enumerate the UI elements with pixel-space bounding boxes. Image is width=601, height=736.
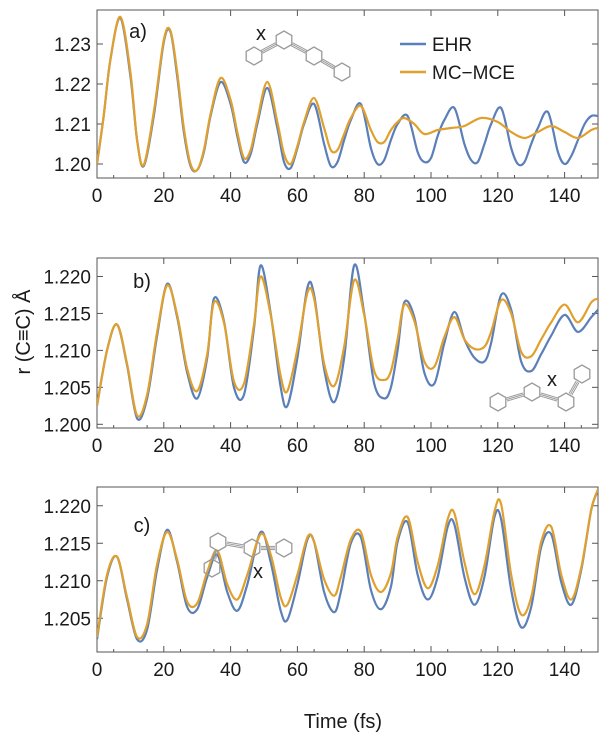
phenyl-ring-3 (573, 364, 591, 384)
y-tick-label: 1.22 (54, 75, 91, 96)
series-group (97, 263, 598, 421)
y-tick-label: 1.215 (43, 534, 91, 555)
x-tick-label: 0 (92, 186, 103, 207)
x-tick-label: 60 (287, 660, 308, 681)
chart-panel-2: 0 20 40 60 80 100 120 140 1.200 1.205 1.210 1.215 1.… (43, 257, 599, 457)
phenyl-ring-1 (209, 532, 227, 552)
triple-bond-1 (292, 42, 308, 51)
triple-bond-2 (322, 58, 336, 67)
triple-bond-2 (321, 60, 335, 68)
triple-bond-1 (540, 394, 558, 400)
series-line-mc-mce (97, 275, 598, 418)
triple-bond-0 (211, 550, 215, 559)
legend: EHR MC−MCE (400, 35, 515, 84)
x-tick-label: 120 (482, 186, 514, 207)
series-group (97, 15, 598, 173)
triple-bond-0 (262, 45, 278, 54)
x-tick-label: 140 (549, 186, 581, 207)
x-tick-label: 20 (153, 660, 174, 681)
x-tick-label: 20 (153, 436, 174, 457)
y-tick-label: 1.210 (43, 341, 91, 362)
phenyl-ring-3 (275, 538, 293, 558)
panel-label: a) (129, 21, 147, 43)
x-tick-label: 40 (220, 186, 241, 207)
bond-marker: x (256, 23, 266, 45)
triple-bond-1 (540, 395, 558, 402)
legend-label: MC−MCE (432, 63, 515, 84)
phenyl-ring-2 (243, 538, 261, 558)
triple-bond-0 (261, 43, 277, 53)
y-tick-label: 1.20 (54, 155, 91, 176)
panel-label: b) (133, 271, 151, 293)
y-tick-label: 1.23 (54, 35, 91, 56)
x-tick-label: 100 (415, 660, 447, 681)
x-tick-label: 120 (482, 660, 514, 681)
x-tick-label: 60 (287, 186, 308, 207)
y-tick-label: 1.210 (43, 572, 91, 593)
triple-bond-0 (215, 551, 219, 560)
x-tick-label: 100 (415, 186, 447, 207)
y-tick-label: 1.205 (43, 378, 91, 399)
triple-bond-2 (568, 380, 577, 394)
phenyl-ring-0 (203, 558, 221, 578)
phenyl-ring-0 (489, 392, 507, 412)
triple-bond-0 (506, 392, 524, 399)
phenyl-ring-2 (305, 46, 323, 66)
x-tick-label: 140 (549, 660, 581, 681)
triple-bond-0 (506, 395, 524, 402)
y-tick-label: 1.21 (54, 115, 91, 136)
bond-marker: x (253, 561, 263, 583)
x-axis-label: Time (fs) (304, 711, 382, 733)
y-tick-label: 1.215 (43, 304, 91, 325)
panel-label: c) (134, 515, 151, 537)
x-tick-label: 20 (153, 186, 174, 207)
x-tick-label: 80 (354, 660, 375, 681)
y-tick-label: 1.205 (43, 609, 91, 630)
triple-bond-0 (506, 394, 524, 400)
x-tick-label: 80 (354, 186, 375, 207)
series-line-ehr (97, 490, 598, 643)
y-tick-label: 1.220 (43, 267, 91, 288)
triple-bond-2 (571, 382, 580, 396)
x-tick-label: 80 (354, 436, 375, 457)
triple-bond-1 (227, 541, 244, 546)
chart-panel-1: 0 20 40 60 80 100 120 140 1.20 1.21 1.22 1.23 a) x (54, 9, 599, 207)
phenyl-ring-1 (523, 382, 541, 402)
triple-bond-1 (290, 45, 306, 54)
y-tick-label: 1.220 (43, 497, 91, 518)
series-group (97, 488, 598, 643)
series-line-mc-mce (97, 15, 598, 173)
triple-bond-0 (213, 550, 217, 560)
triple-bond-1 (226, 544, 243, 549)
x-tick-label: 60 (287, 436, 308, 457)
triple-bond-0 (260, 42, 276, 51)
triple-bond-1 (226, 543, 244, 547)
phenyl-ring-3 (333, 62, 351, 82)
triple-bond-2 (570, 381, 578, 395)
x-tick-label: 40 (220, 436, 241, 457)
y-tick-label: 1.200 (43, 415, 91, 436)
molecule-structure (245, 30, 351, 82)
bond-marker: x (547, 369, 557, 391)
legend-label: EHR (432, 35, 472, 56)
series-line-mc-mce (97, 488, 598, 640)
triple-bond-1 (291, 43, 307, 53)
phenyl-ring-1 (275, 30, 293, 50)
chart-panel-3: 0 20 40 60 80 100 120 140 1.205 1.210 1.215 1.220 c)… (43, 486, 599, 681)
x-tick-label: 100 (415, 436, 447, 457)
phenyl-ring-2 (557, 392, 575, 412)
molecule-structure (489, 364, 591, 412)
y-axis-label: r (C≡C) Å (12, 289, 35, 375)
x-tick-label: 140 (549, 436, 581, 457)
x-tick-label: 40 (220, 660, 241, 681)
phenyl-ring-0 (245, 46, 263, 66)
triple-bond-1 (540, 392, 558, 399)
triple-bond-2 (320, 61, 334, 70)
x-tick-label: 120 (482, 436, 514, 457)
x-tick-label: 0 (92, 660, 103, 681)
x-tick-label: 0 (92, 436, 103, 457)
plot-frame (96, 257, 599, 429)
molecule-structure (203, 532, 293, 578)
